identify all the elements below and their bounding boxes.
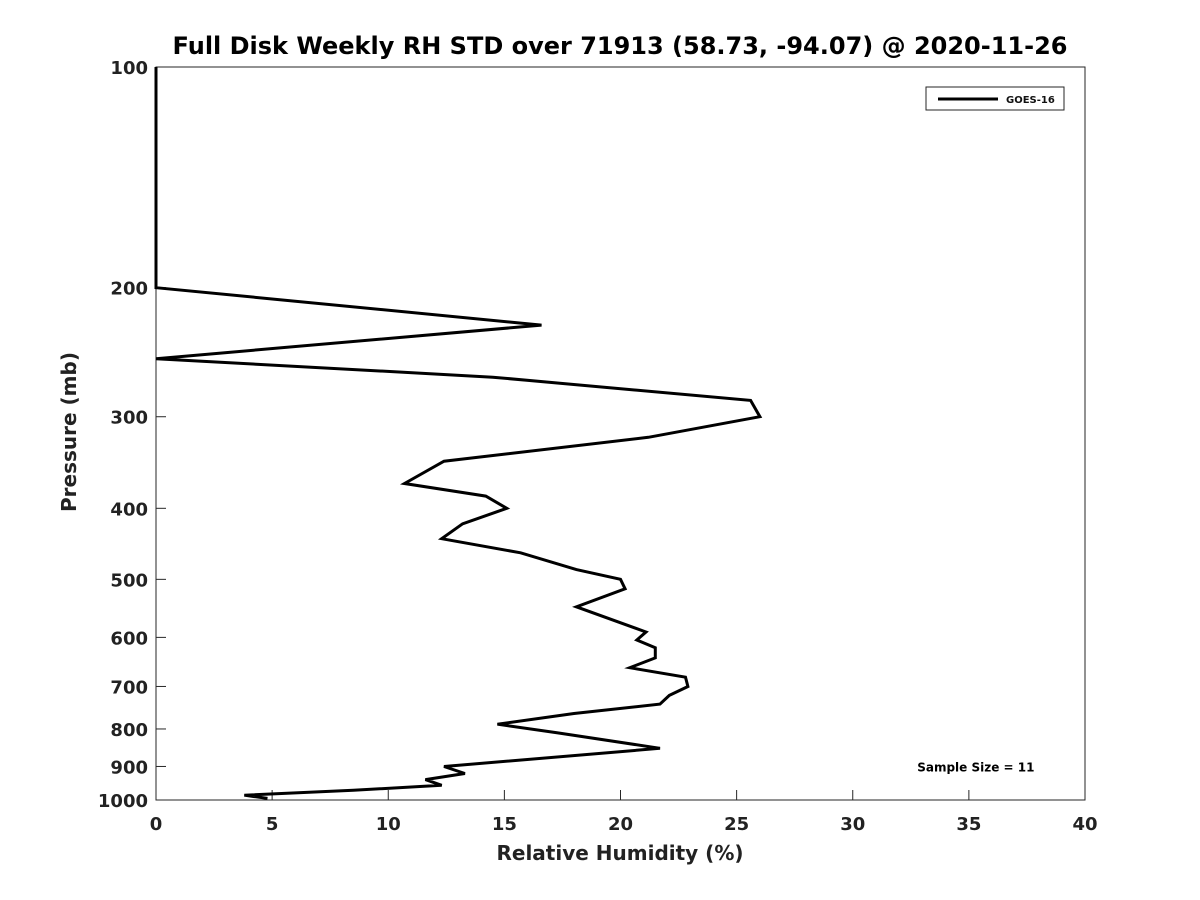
x-axis-label: Relative Humidity (%) xyxy=(496,841,743,865)
legend: GOES-16 xyxy=(925,86,1065,111)
x-tick-label: 20 xyxy=(608,814,633,835)
y-tick-label: 200 xyxy=(110,279,148,300)
series-line-goes-16 xyxy=(154,67,763,800)
y-tick-label: 300 xyxy=(110,408,148,429)
x-tick-label: 10 xyxy=(376,814,401,835)
plot-area xyxy=(155,66,1086,801)
y-tick-label: 800 xyxy=(110,720,148,741)
series-layer xyxy=(154,67,763,800)
x-tick-label: 35 xyxy=(956,814,981,835)
x-tick-label: 40 xyxy=(1072,814,1097,835)
y-tick-label: 500 xyxy=(110,570,148,591)
x-tick-label: 0 xyxy=(150,814,163,835)
y-tick-label: 100 xyxy=(110,58,148,79)
x-tick-label: 30 xyxy=(840,814,865,835)
x-tick-label: 25 xyxy=(724,814,749,835)
sample-size-annotation: Sample Size = 11 xyxy=(917,760,1034,774)
x-tick-label: 15 xyxy=(492,814,517,835)
y-tick-label: 700 xyxy=(110,677,148,698)
y-axis-label: Pressure (mb) xyxy=(57,352,81,512)
y-tick-label: 600 xyxy=(110,628,148,649)
y-tick-label: 400 xyxy=(110,499,148,520)
y-axis-ticks: 100 200 300 400 500 600 700 800 900 1000 xyxy=(98,58,166,812)
y-tick-label: 1000 xyxy=(98,791,148,812)
chart-title: Full Disk Weekly RH STD over 71913 (58.7… xyxy=(173,32,1068,60)
x-axis-ticks: 0 5 10 15 20 25 30 35 40 xyxy=(150,790,1098,835)
legend-label-goes-16: GOES-16 xyxy=(1006,95,1055,106)
y-tick-label: 900 xyxy=(110,757,148,778)
x-tick-label: 5 xyxy=(266,814,279,835)
